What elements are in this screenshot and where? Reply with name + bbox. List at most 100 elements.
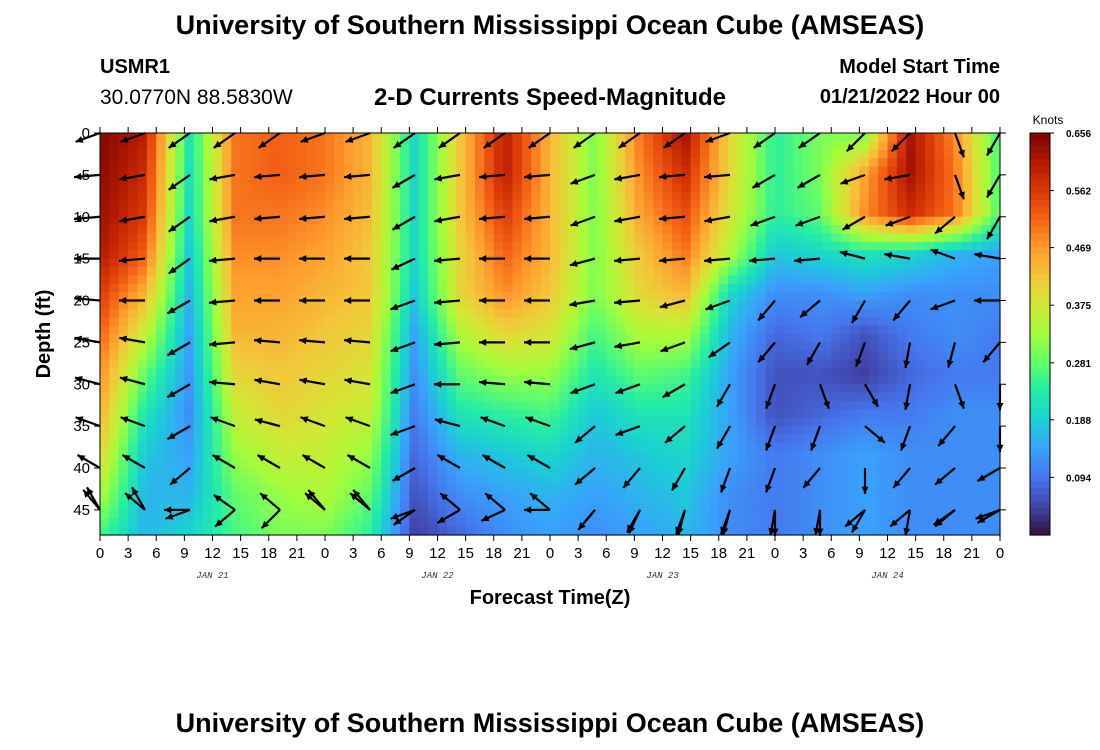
heatmap-cell	[925, 409, 935, 419]
heatmap-cell	[606, 325, 617, 335]
heatmap-cell	[859, 158, 870, 168]
heatmap-cell	[156, 459, 167, 469]
heatmap-cell	[231, 208, 242, 218]
heatmap-cell	[156, 476, 167, 486]
heatmap-cell	[128, 158, 139, 168]
heatmap-cell	[671, 367, 682, 377]
heatmap-cell	[353, 426, 364, 436]
heatmap-cell	[953, 484, 964, 494]
current-vector-head	[120, 416, 129, 423]
heatmap-cell	[250, 267, 260, 276]
heatmap-cell	[962, 417, 973, 427]
heatmap-cell	[990, 166, 1001, 176]
heatmap-cell	[728, 442, 739, 452]
heatmap-cell	[559, 308, 570, 318]
heatmap-cell	[643, 367, 654, 377]
heatmap-cell	[568, 484, 579, 494]
heatmap-cell	[493, 267, 504, 276]
heatmap-cell	[709, 451, 720, 461]
heatmap-cell	[306, 451, 317, 461]
heatmap-cell	[718, 250, 729, 260]
heatmap-cell	[259, 250, 270, 260]
heatmap-cell	[193, 158, 204, 168]
heatmap-cell	[315, 292, 326, 302]
heatmap-cell	[118, 509, 129, 519]
heatmap-cell	[343, 250, 354, 260]
heatmap-cell	[550, 384, 560, 394]
heatmap-cell	[371, 518, 382, 528]
heatmap-cell	[934, 526, 945, 536]
heatmap-cell	[765, 417, 776, 427]
heatmap-cell	[456, 509, 467, 519]
heatmap-cell	[962, 250, 973, 260]
heatmap-cell	[887, 468, 898, 477]
heatmap-cell	[690, 518, 701, 528]
heatmap-cell	[521, 350, 532, 360]
heatmap-cell	[118, 149, 129, 159]
heatmap-cell	[718, 200, 729, 209]
heatmap-cell	[475, 317, 485, 327]
heatmap-cell	[662, 241, 673, 251]
heatmap-cell	[362, 325, 373, 335]
heatmap-cell	[831, 166, 842, 176]
heatmap-cell	[390, 275, 401, 285]
heatmap-cell	[596, 174, 607, 184]
heatmap-cell	[109, 292, 120, 302]
heatmap-cell	[428, 342, 439, 352]
heatmap-cell	[868, 200, 879, 209]
heatmap-cell	[512, 292, 523, 302]
heatmap-cell	[793, 442, 804, 452]
heatmap-cell	[559, 200, 570, 209]
heatmap-cell	[718, 501, 729, 511]
heatmap-cell	[418, 174, 429, 184]
heatmap-cell	[400, 149, 410, 159]
current-vector-head	[893, 480, 901, 488]
heatmap-cell	[550, 200, 560, 209]
heatmap-cell	[493, 426, 504, 436]
heatmap-cell	[118, 417, 129, 427]
heatmap-cell	[765, 208, 776, 218]
heatmap-cell	[428, 426, 439, 436]
heatmap-cell	[634, 225, 645, 235]
heatmap-cell	[362, 292, 373, 302]
heatmap-cell	[503, 451, 514, 461]
heatmap-cell	[250, 493, 260, 503]
heatmap-cell	[943, 191, 954, 201]
current-vector-head	[299, 297, 307, 304]
heatmap-cell	[596, 308, 607, 318]
heatmap-cell	[925, 526, 935, 536]
heatmap-cell	[250, 359, 260, 369]
heatmap-cell	[550, 484, 560, 494]
heatmap-cell	[465, 225, 476, 235]
heatmap-cell	[287, 509, 298, 519]
heatmap-cell	[240, 325, 251, 335]
heatmap-cell	[953, 334, 964, 343]
heatmap-cell	[203, 292, 214, 302]
heatmap-cell	[109, 367, 120, 377]
heatmap-cell	[671, 451, 682, 461]
heatmap-cell	[700, 183, 710, 193]
heatmap-cell	[540, 509, 551, 519]
heatmap-cell	[756, 258, 767, 268]
heatmap-cell	[203, 275, 214, 285]
heatmap-cell	[175, 468, 185, 477]
heatmap-cell	[812, 392, 823, 402]
heatmap-cell	[484, 308, 495, 318]
current-vector-head	[213, 140, 222, 148]
heatmap-cell	[137, 308, 148, 318]
heatmap-cell	[118, 434, 129, 444]
heatmap-cell	[146, 442, 157, 452]
heatmap-cell	[812, 367, 823, 377]
heatmap-cell	[718, 141, 729, 151]
heatmap-cell	[221, 384, 232, 394]
heatmap-cell	[521, 149, 532, 159]
heatmap-cell	[493, 149, 504, 159]
heatmap-cell	[671, 141, 682, 151]
heatmap-cell	[568, 476, 579, 486]
current-vector-head	[254, 255, 262, 263]
heatmap-cell	[943, 133, 954, 142]
heatmap-cell	[943, 208, 954, 218]
heatmap-cell	[512, 468, 523, 477]
heatmap-cell	[278, 476, 289, 486]
heatmap-cell	[325, 292, 335, 302]
